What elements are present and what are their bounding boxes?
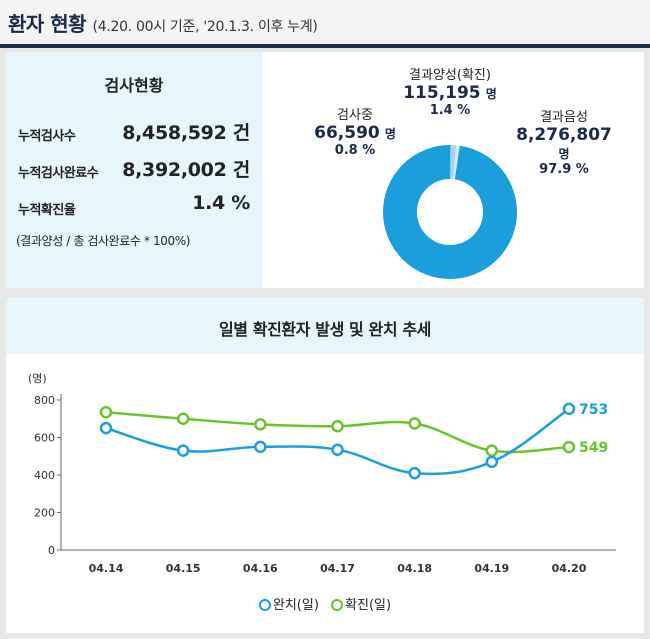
page-subtitle: (4.20. 00시 기준, '20.1.3. 이후 누계) xyxy=(92,19,318,35)
data-point-1 xyxy=(99,405,113,419)
data-point-0 xyxy=(562,402,576,416)
data-point-1 xyxy=(485,444,499,457)
label-negative-pct: 97.9 % xyxy=(539,162,589,177)
page-title: 환자 현황 (4.20. 00시 기준, '20.1.3. 이후 누계) xyxy=(8,12,318,36)
legend-item-recovered: 완치(일) xyxy=(258,594,319,613)
stat-row-positive-rate: 누적확진율 1.4 % xyxy=(18,192,250,220)
donut-area: 결과양성(확진) 115,195 명 1.4 % 검사중 66,590 명 0.… xyxy=(262,52,644,288)
label-negative-unit: 명 xyxy=(558,147,570,161)
y-axis-label: (명) xyxy=(28,372,47,385)
stat-label: 누적검사수 xyxy=(18,129,76,144)
x-tick-label: 04.20 xyxy=(552,562,587,575)
legend-label-recovered: 완치(일) xyxy=(272,598,319,613)
x-tick-label: 04.16 xyxy=(243,562,278,575)
donut-chart xyxy=(383,145,517,279)
data-point-1 xyxy=(176,412,190,425)
header-rule xyxy=(0,44,650,48)
stat-value: 8,458,592 건 xyxy=(122,122,250,144)
test-status-title: 검사현황 xyxy=(104,76,164,95)
y-tick-label: 200 xyxy=(34,507,55,520)
chart-legend: 완치(일) 확진(일) xyxy=(6,594,644,613)
trend-header: 일별 확진환자 발생 및 완치 추세 xyxy=(6,298,644,354)
x-tick-label: 04.19 xyxy=(474,562,509,575)
label-positive-unit: 명 xyxy=(485,87,497,101)
label-testing: 검사중 66,590 명 0.8 % xyxy=(300,104,410,158)
stat-value: 1.4 % xyxy=(192,192,250,214)
data-point-1 xyxy=(408,417,421,430)
x-tick-label: 04.14 xyxy=(89,562,124,575)
data-point-1 xyxy=(254,418,267,431)
stat-row-total-tests: 누적검사수 8,458,592 건 xyxy=(18,118,250,146)
label-positive: 결과양성(확진) 115,195 명 1.4 % xyxy=(390,64,510,118)
data-point-1 xyxy=(331,420,344,433)
x-tick-label: 04.18 xyxy=(397,562,432,575)
label-positive-num: 115,195 xyxy=(403,83,481,103)
legend-marker-confirmed xyxy=(331,599,344,611)
trend-panel: 일별 확진환자 발생 및 완치 추세 (명) 0 200 400 600 800 04.1… xyxy=(6,298,644,633)
stat-value: 8,392,002 건 xyxy=(122,159,250,181)
label-negative-num: 8,276,807 xyxy=(516,125,612,145)
chart-title: 일별 확진환자 발생 및 완치 추세 xyxy=(218,320,431,339)
y-tick-label: 0 xyxy=(48,544,55,557)
stat-row-completed-tests: 누적검사완료수 8,392,002 건 xyxy=(18,155,250,183)
label-negative: 결과음성 8,276,807 명 97.9 % xyxy=(504,106,624,177)
label-negative-name: 결과음성 xyxy=(540,110,588,125)
legend-item-confirmed: 확진(일) xyxy=(331,594,391,613)
stat-label: 누적확진율 xyxy=(18,203,76,218)
donut-slice-negative xyxy=(383,145,517,279)
line-chart: (명) 0 200 400 600 800 04.14 04.15 04.16 04.17 04.… xyxy=(28,372,616,575)
y-tick-label: 400 xyxy=(34,469,55,482)
x-tick-label: 04.17 xyxy=(320,562,355,575)
stat-label: 누적검사완료수 xyxy=(18,166,99,181)
label-testing-num: 66,590 xyxy=(314,123,380,143)
label-testing-name: 검사중 xyxy=(337,108,373,123)
data-point-1 xyxy=(562,440,576,454)
label-positive-name: 결과양성(확진) xyxy=(409,68,491,83)
y-tick-label: 600 xyxy=(34,432,55,445)
rate-formula-note: (결과양성 / 총 검사완료수 * 100%) xyxy=(16,234,190,248)
data-point-0 xyxy=(331,443,344,456)
test-status-box: 검사현황 누적검사수 8,458,592 건 누적검사완료수 8,392,002… xyxy=(6,52,262,288)
end-value-label-1: 549 xyxy=(579,440,608,456)
label-testing-pct: 0.8 % xyxy=(334,143,376,158)
data-point-0 xyxy=(254,440,267,454)
data-point-0 xyxy=(99,421,113,435)
data-point-0 xyxy=(176,444,190,457)
summary-panel: 검사현황 누적검사수 8,458,592 건 누적검사완료수 8,392,002… xyxy=(6,52,644,288)
legend-label-confirmed: 확진(일) xyxy=(345,598,392,613)
page-header: 환자 현황 (4.20. 00시 기준, '20.1.3. 이후 누계) xyxy=(0,0,650,44)
data-point-0 xyxy=(485,455,499,469)
legend-marker-recovered xyxy=(258,599,271,611)
y-tick-label: 800 xyxy=(34,394,55,407)
x-tick-label: 04.15 xyxy=(166,562,201,575)
label-positive-pct: 1.4 % xyxy=(429,103,471,118)
label-testing-unit: 명 xyxy=(384,127,396,141)
end-value-label-0: 753 xyxy=(579,402,608,418)
data-point-0 xyxy=(408,466,421,480)
